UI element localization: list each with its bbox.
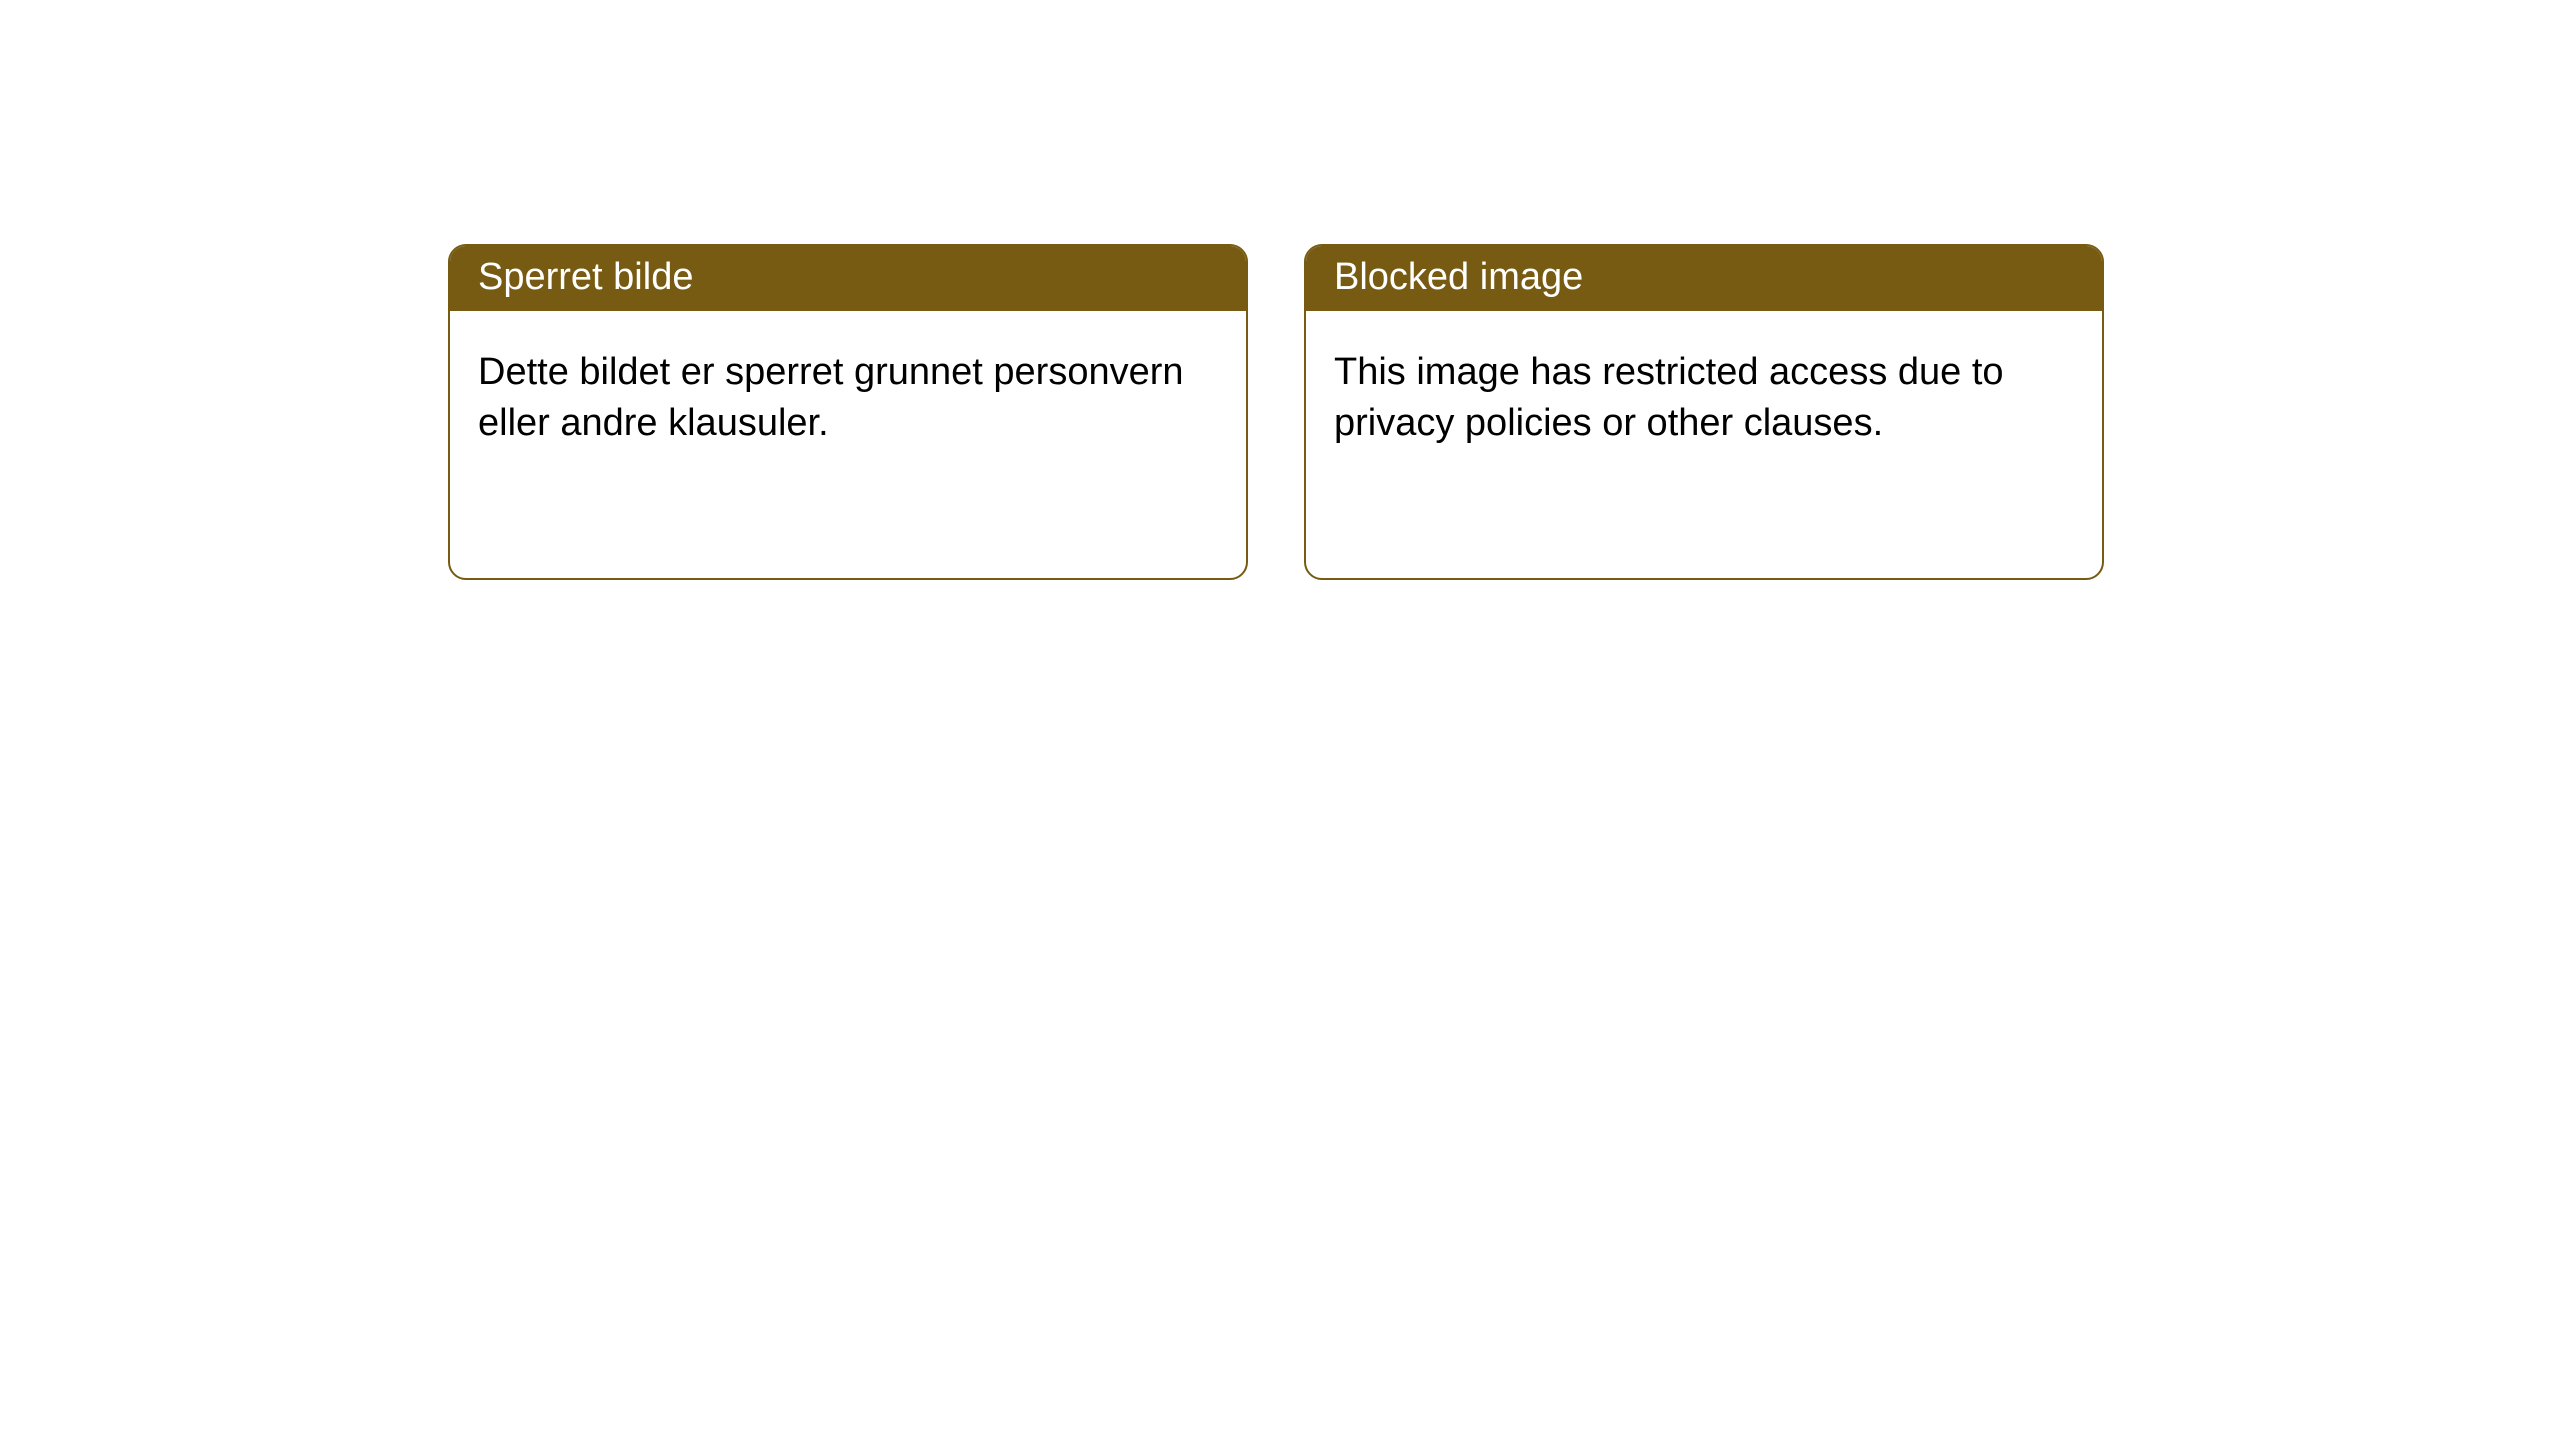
cards-container: Sperret bilde Dette bildet er sperret gr… xyxy=(448,244,2104,580)
card-body-text: Dette bildet er sperret grunnet personve… xyxy=(478,351,1184,444)
card-header: Blocked image xyxy=(1306,246,2102,311)
card-title: Blocked image xyxy=(1334,256,1583,298)
card-body: Dette bildet er sperret grunnet personve… xyxy=(450,311,1246,478)
card-norwegian: Sperret bilde Dette bildet er sperret gr… xyxy=(448,244,1248,580)
card-body: This image has restricted access due to … xyxy=(1306,311,2102,478)
card-body-text: This image has restricted access due to … xyxy=(1334,351,2004,444)
card-header: Sperret bilde xyxy=(450,246,1246,311)
card-english: Blocked image This image has restricted … xyxy=(1304,244,2104,580)
card-title: Sperret bilde xyxy=(478,256,693,298)
